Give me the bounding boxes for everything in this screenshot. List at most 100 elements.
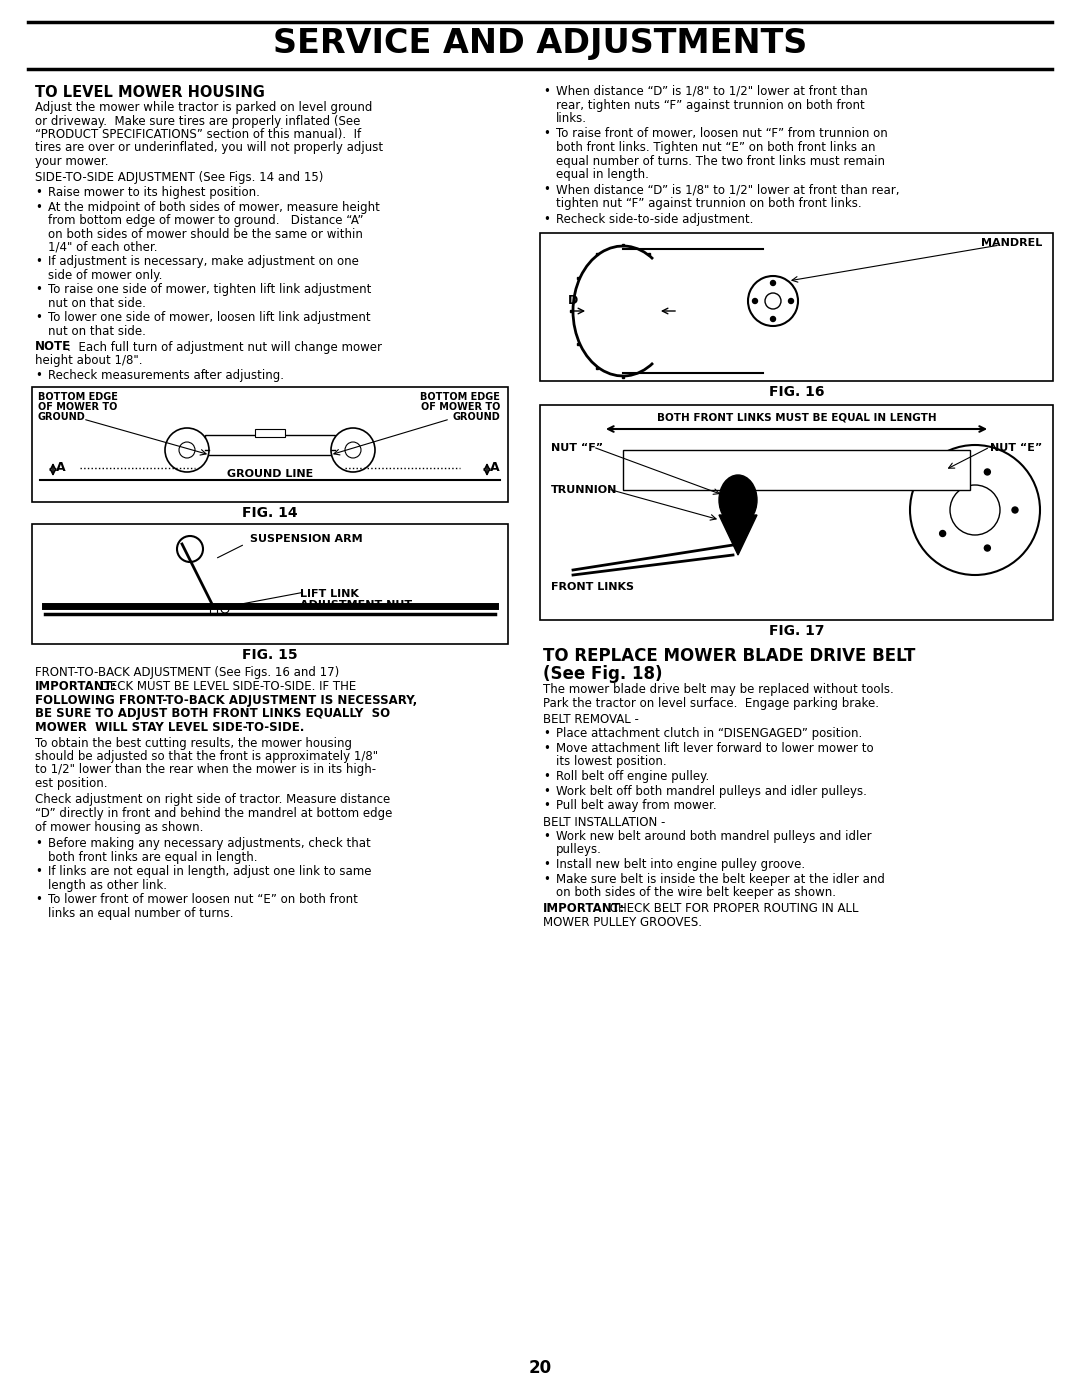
Text: NUT “E”: NUT “E” xyxy=(989,443,1042,453)
Text: SUSPENSION ARM: SUSPENSION ARM xyxy=(249,534,363,543)
Text: Install new belt into engine pulley groove.: Install new belt into engine pulley groo… xyxy=(556,858,805,870)
Text: IMPORTANT:: IMPORTANT: xyxy=(35,680,117,693)
Text: of mower housing as shown.: of mower housing as shown. xyxy=(35,820,203,834)
Text: GROUND: GROUND xyxy=(453,412,500,422)
Bar xyxy=(540,405,1053,620)
Text: Adjust the mower while tractor is parked on level ground: Adjust the mower while tractor is parked… xyxy=(35,101,373,115)
Text: Make sure belt is inside the belt keeper at the idler and: Make sure belt is inside the belt keeper… xyxy=(556,873,885,886)
Text: tires are over or underinflated, you will not properly adjust: tires are over or underinflated, you wil… xyxy=(35,141,383,155)
Text: “D” directly in front and behind the mandrel at bottom edge: “D” directly in front and behind the man… xyxy=(35,807,392,820)
Text: NOTE: NOTE xyxy=(35,341,71,353)
Text: Place attachment clutch in “DISENGAGED” position.: Place attachment clutch in “DISENGAGED” … xyxy=(556,728,862,740)
Text: If adjustment is necessary, make adjustment on one: If adjustment is necessary, make adjustm… xyxy=(48,256,359,268)
Text: length as other link.: length as other link. xyxy=(48,879,167,891)
Text: Before making any necessary adjustments, check that: Before making any necessary adjustments,… xyxy=(48,837,370,849)
Text: ADJUSTMENT NUT: ADJUSTMENT NUT xyxy=(300,599,413,610)
Bar xyxy=(210,606,217,613)
Text: To lower one side of mower, loosen lift link adjustment: To lower one side of mower, loosen lift … xyxy=(48,312,370,324)
Text: TO LEVEL MOWER HOUSING: TO LEVEL MOWER HOUSING xyxy=(35,85,265,101)
Text: •: • xyxy=(543,728,550,740)
Text: should be adjusted so that the front is approximately 1/8": should be adjusted so that the front is … xyxy=(35,750,378,763)
Text: 1/4" of each other.: 1/4" of each other. xyxy=(48,242,158,254)
Circle shape xyxy=(770,317,775,321)
Text: links an equal number of turns.: links an equal number of turns. xyxy=(48,907,233,919)
Text: •: • xyxy=(35,284,42,296)
Text: •: • xyxy=(543,770,550,782)
Text: To raise one side of mower, tighten lift link adjustment: To raise one side of mower, tighten lift… xyxy=(48,284,372,296)
Text: If links are not equal in length, adjust one link to same: If links are not equal in length, adjust… xyxy=(48,865,372,877)
Text: FIG. 15: FIG. 15 xyxy=(242,648,298,662)
Text: •: • xyxy=(35,893,42,907)
Text: nut on that side.: nut on that side. xyxy=(48,298,146,310)
Text: GROUND LINE: GROUND LINE xyxy=(227,469,313,479)
Text: BOTTOM EDGE: BOTTOM EDGE xyxy=(38,393,118,402)
Ellipse shape xyxy=(719,475,757,525)
Text: Work new belt around both mandrel pulleys and idler: Work new belt around both mandrel pulley… xyxy=(556,830,872,842)
Text: •: • xyxy=(543,212,550,225)
Text: To raise front of mower, loosen nut “F” from trunnion on: To raise front of mower, loosen nut “F” … xyxy=(556,127,888,141)
Text: MANDREL: MANDREL xyxy=(981,237,1042,249)
Circle shape xyxy=(765,293,781,309)
Text: OF MOWER TO: OF MOWER TO xyxy=(38,402,118,412)
Text: •: • xyxy=(35,837,42,849)
Text: Check adjustment on right side of tractor. Measure distance: Check adjustment on right side of tracto… xyxy=(35,793,390,806)
Text: BE SURE TO ADJUST BOTH FRONT LINKS EQUALLY  SO: BE SURE TO ADJUST BOTH FRONT LINKS EQUAL… xyxy=(35,707,390,721)
Text: Recheck side-to-side adjustment.: Recheck side-to-side adjustment. xyxy=(556,212,754,225)
Circle shape xyxy=(179,441,195,458)
Text: When distance “D” is 1/8" to 1/2" lower at front than: When distance “D” is 1/8" to 1/2" lower … xyxy=(556,85,867,98)
Bar xyxy=(32,387,508,502)
Text: both front links. Tighten nut “E” on both front links an: both front links. Tighten nut “E” on bot… xyxy=(556,141,876,154)
Text: FOLLOWING FRONT-TO-BACK ADJUSTMENT IS NECESSARY,: FOLLOWING FRONT-TO-BACK ADJUSTMENT IS NE… xyxy=(35,694,417,707)
Text: FIG. 17: FIG. 17 xyxy=(769,624,824,638)
Text: BOTH FRONT LINKS MUST BE EQUAL IN LENGTH: BOTH FRONT LINKS MUST BE EQUAL IN LENGTH xyxy=(657,412,936,422)
Text: on both sides of mower should be the same or within: on both sides of mower should be the sam… xyxy=(48,228,363,240)
Text: •: • xyxy=(543,799,550,812)
Text: “PRODUCT SPECIFICATIONS” section of this manual).  If: “PRODUCT SPECIFICATIONS” section of this… xyxy=(35,129,361,141)
Text: equal in length.: equal in length. xyxy=(556,168,649,182)
Circle shape xyxy=(770,281,775,285)
Text: FIG. 16: FIG. 16 xyxy=(769,386,824,400)
Bar xyxy=(255,429,285,437)
Text: D: D xyxy=(568,293,578,307)
Text: tighten nut “F” against trunnion on both front links.: tighten nut “F” against trunnion on both… xyxy=(556,197,862,210)
Text: •: • xyxy=(35,865,42,877)
Text: •: • xyxy=(543,858,550,870)
Text: GROUND: GROUND xyxy=(38,412,85,422)
Text: FRONT LINKS: FRONT LINKS xyxy=(551,583,634,592)
Text: Park the tractor on level surface.  Engage parking brake.: Park the tractor on level surface. Engag… xyxy=(543,697,879,710)
Text: NUT “F”: NUT “F” xyxy=(551,443,603,453)
Text: Work belt off both mandrel pulleys and idler pulleys.: Work belt off both mandrel pulleys and i… xyxy=(556,785,867,798)
Text: height about 1/8".: height about 1/8". xyxy=(35,353,143,367)
Text: BELT INSTALLATION -: BELT INSTALLATION - xyxy=(543,816,665,828)
Circle shape xyxy=(345,441,361,458)
Text: your mower.: your mower. xyxy=(35,155,108,168)
Text: BOTTOM EDGE: BOTTOM EDGE xyxy=(420,393,500,402)
Text: •: • xyxy=(543,785,550,798)
Text: •: • xyxy=(543,127,550,141)
Text: •: • xyxy=(35,312,42,324)
Text: A: A xyxy=(56,461,66,474)
Text: •: • xyxy=(543,85,550,98)
Text: from bottom edge of mower to ground.   Distance “A”: from bottom edge of mower to ground. Dis… xyxy=(48,214,364,226)
Bar xyxy=(205,434,335,455)
Text: TRUNNION: TRUNNION xyxy=(551,485,618,495)
Text: •: • xyxy=(543,830,550,842)
Text: The mower blade drive belt may be replaced without tools.: The mower blade drive belt may be replac… xyxy=(543,683,894,696)
Text: •: • xyxy=(35,186,42,198)
Text: pulleys.: pulleys. xyxy=(556,844,602,856)
Text: •: • xyxy=(543,873,550,886)
Text: nut on that side.: nut on that side. xyxy=(48,326,146,338)
Text: its lowest position.: its lowest position. xyxy=(556,756,666,768)
Text: MOWER PULLEY GROOVES.: MOWER PULLEY GROOVES. xyxy=(543,916,702,929)
Circle shape xyxy=(1012,507,1018,513)
Bar xyxy=(540,233,1053,381)
Text: •: • xyxy=(543,742,550,754)
Text: :  Each full turn of adjustment nut will change mower: : Each full turn of adjustment nut will … xyxy=(67,341,382,353)
Text: rear, tighten nuts “F” against trunnion on both front: rear, tighten nuts “F” against trunnion … xyxy=(556,99,865,112)
Bar xyxy=(32,524,508,644)
Circle shape xyxy=(910,446,1040,576)
Circle shape xyxy=(165,427,210,472)
Text: OF MOWER TO: OF MOWER TO xyxy=(420,402,500,412)
Text: links.: links. xyxy=(556,112,588,124)
Text: •: • xyxy=(35,369,42,383)
